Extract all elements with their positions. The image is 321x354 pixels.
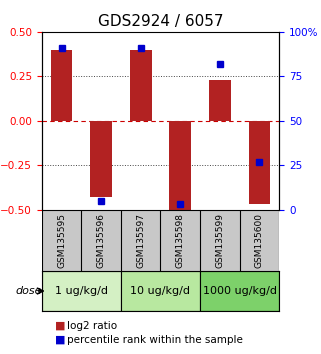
Text: GSM135596: GSM135596 xyxy=(97,213,106,268)
Bar xyxy=(90,121,112,197)
Text: log2 ratio: log2 ratio xyxy=(67,321,117,331)
Text: ■: ■ xyxy=(55,335,65,345)
FancyBboxPatch shape xyxy=(121,271,200,312)
Bar xyxy=(51,50,73,121)
Bar xyxy=(130,50,152,121)
Title: GDS2924 / 6057: GDS2924 / 6057 xyxy=(98,14,223,29)
Text: GSM135595: GSM135595 xyxy=(57,213,66,268)
Text: GSM135597: GSM135597 xyxy=(136,213,145,268)
FancyBboxPatch shape xyxy=(42,271,121,312)
Text: 10 ug/kg/d: 10 ug/kg/d xyxy=(131,286,190,296)
Bar xyxy=(169,121,191,210)
Text: 1 ug/kg/d: 1 ug/kg/d xyxy=(55,286,108,296)
Text: 1000 ug/kg/d: 1000 ug/kg/d xyxy=(203,286,277,296)
FancyBboxPatch shape xyxy=(200,271,279,312)
Text: GSM135600: GSM135600 xyxy=(255,213,264,268)
Text: dose: dose xyxy=(15,286,42,296)
Text: percentile rank within the sample: percentile rank within the sample xyxy=(67,335,243,345)
Bar xyxy=(248,121,270,204)
Text: ■: ■ xyxy=(55,321,65,331)
Text: GSM135599: GSM135599 xyxy=(215,213,224,268)
Text: GSM135598: GSM135598 xyxy=(176,213,185,268)
Bar xyxy=(209,80,231,121)
